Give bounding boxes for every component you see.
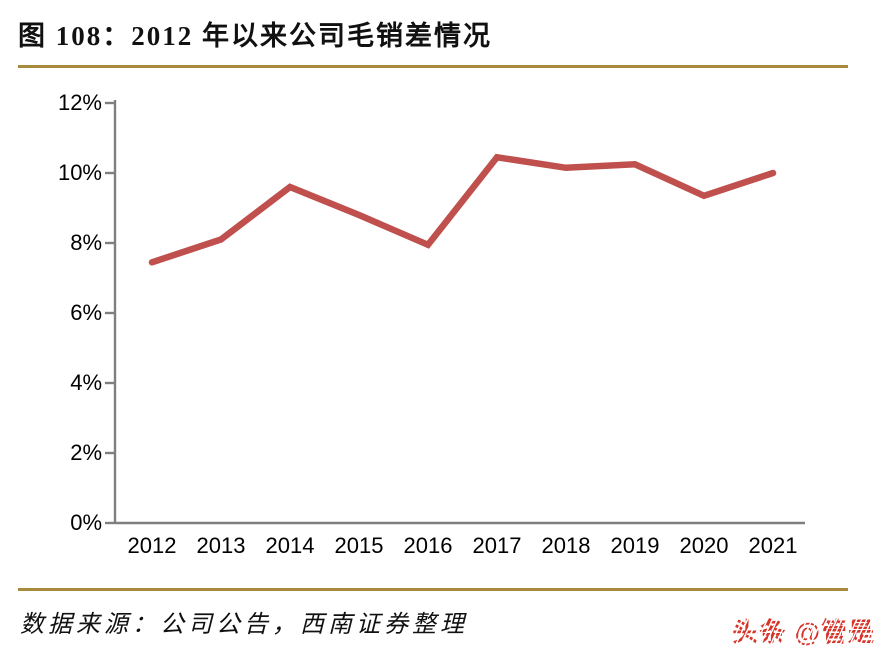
- y-tick-label: 8%: [70, 230, 102, 255]
- footer-divider: [18, 588, 848, 591]
- toutiao-watermark: 头条 @管是: [732, 612, 875, 649]
- x-tick-label: 2012: [127, 533, 177, 558]
- x-tick-label: 2018: [541, 533, 591, 558]
- x-tick-label: 2019: [610, 533, 660, 558]
- x-tick-label: 2020: [679, 533, 729, 558]
- x-tick-label: 2016: [403, 533, 453, 558]
- y-tick-label: 0%: [70, 510, 102, 535]
- title-divider: [18, 65, 848, 68]
- x-tick-label: 2017: [472, 533, 522, 558]
- y-tick-label: 10%: [57, 160, 102, 185]
- y-tick-label: 2%: [70, 440, 102, 465]
- x-tick-label: 2015: [334, 533, 384, 558]
- y-tick-label: 4%: [70, 370, 102, 395]
- x-tick-label: 2021: [748, 533, 798, 558]
- figure-title: 图 108：2012 年以来公司毛销差情况: [18, 21, 492, 51]
- y-tick-label: 6%: [70, 300, 102, 325]
- trend-line: [148, 153, 777, 266]
- x-tick-label: 2013: [196, 533, 246, 558]
- y-tick-label: 12%: [57, 90, 102, 115]
- data-source-note: 数据来源：公司公告，西南证券整理: [20, 612, 468, 638]
- x-tick-label: 2014: [265, 533, 315, 558]
